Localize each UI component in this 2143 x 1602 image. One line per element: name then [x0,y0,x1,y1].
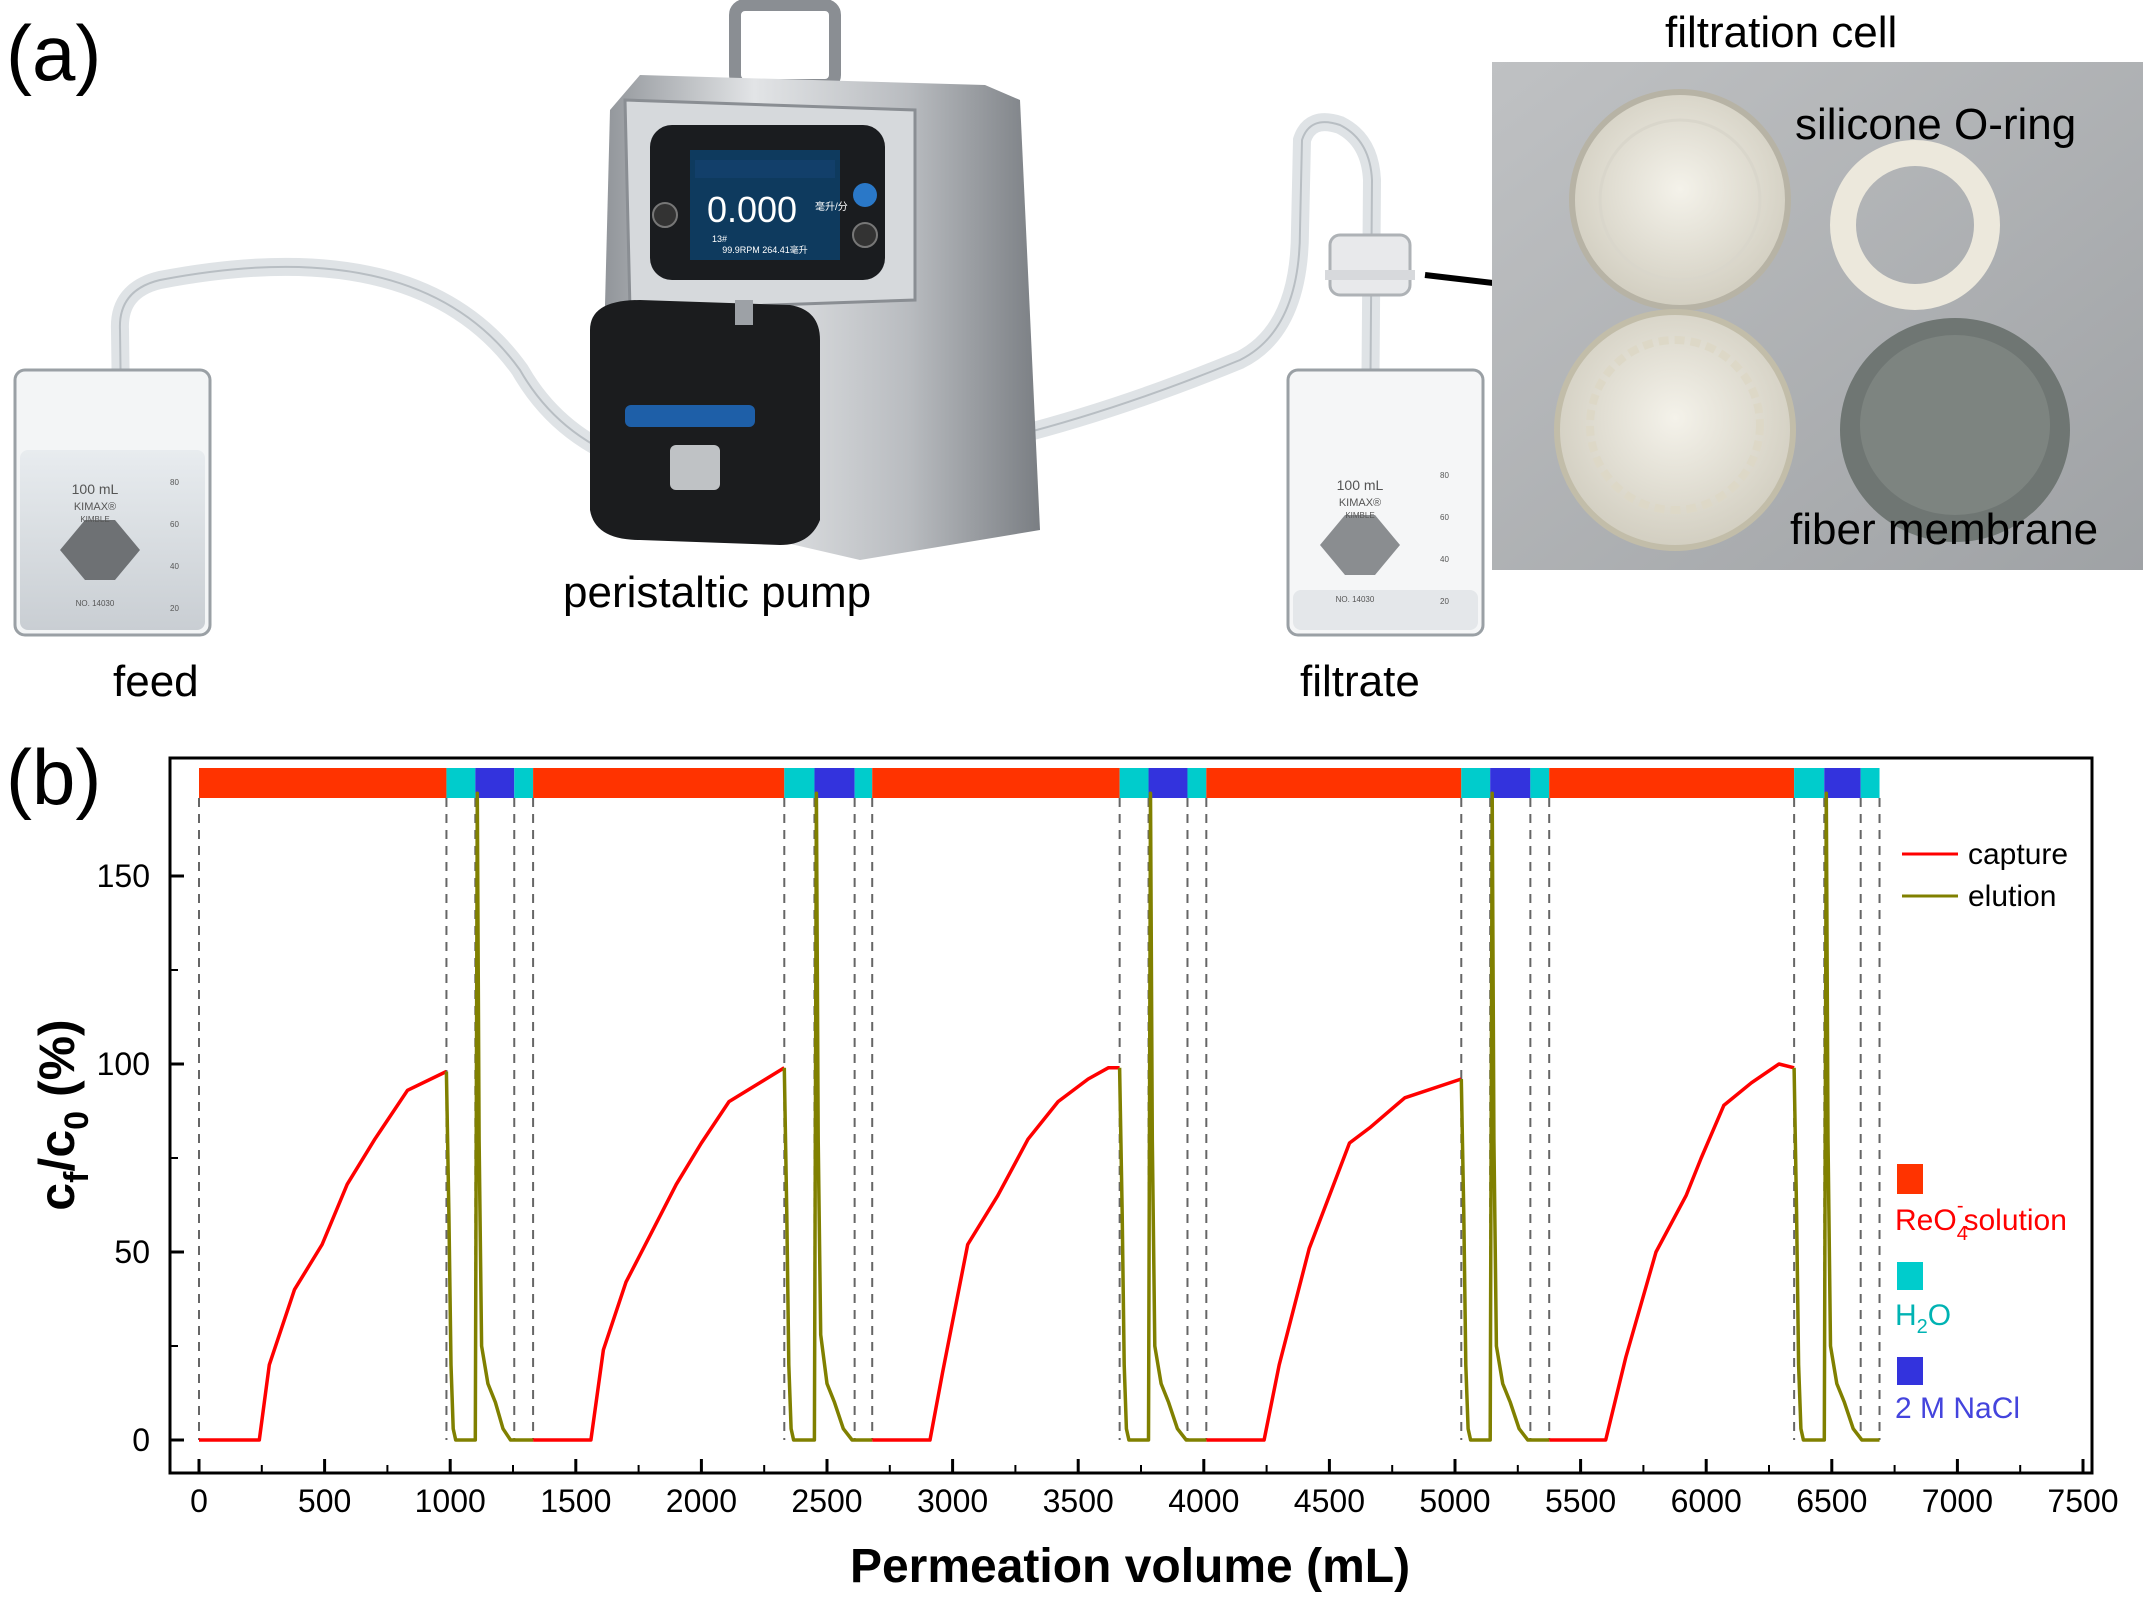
y-tick-label: 0 [132,1422,150,1458]
stage-bar-h2o [1530,768,1550,798]
x-axis-title: Permeation volume (mL) [850,1540,1410,1593]
pump-display-status: 99.9RPM 264.41毫升 [722,244,808,255]
stage-bar-h2o [1187,768,1207,798]
x-tick-label: 5000 [1419,1483,1490,1519]
feed-beaker-brand: KIMAX® [74,501,116,513]
pump-display-unit: 毫升/分 [815,200,848,213]
peristaltic-pump-body [590,0,1040,560]
filtrate-beaker-volume: 100 mL [1337,477,1384,493]
panel-b-label: (b) [6,733,102,821]
stage-bar-h2o [1860,768,1880,798]
filtration-cell-photo [1492,62,2143,570]
feed-beaker-no: NO. 14030 [76,599,115,608]
x-tick-label: 1500 [540,1483,611,1519]
stage-bar-h2o [446,768,476,798]
filtrate-beaker-tick: 80 [1440,471,1449,480]
x-tick-label: 0 [190,1483,208,1519]
x-tick-label: 2500 [791,1483,862,1519]
stage-bar-h2o [514,768,534,798]
breakthrough-chart: 0 500 1000 1500 2000 2500 3000 3500 4000 4500 5000… [29,756,2119,1593]
x-tick-label: 4500 [1294,1483,1365,1519]
filtrate-beaker-tick: 40 [1440,555,1449,564]
stage-bar-h2o [1794,768,1825,798]
y-axis-ticks: 0 50 100 150 [97,858,184,1458]
filtrate-beaker-no: NO. 14030 [1336,595,1375,604]
feed-beaker-tick: 80 [170,478,179,487]
x-tick-label: 7000 [1922,1483,1993,1519]
caption-silicone-oring: silicone O-ring [1795,100,2077,149]
stage-bar-h2o [1119,768,1149,798]
x-tick-label: 5500 [1545,1483,1616,1519]
stage-bar-nacl [1148,768,1188,798]
series-elution [444,791,534,1442]
series-capture [1549,1062,1795,1442]
legend-elution-label: elution [1968,880,2056,913]
stage-bars [199,768,1880,798]
x-axis-ticks: 0 500 1000 1500 2000 2500 3000 3500 4000 4500 5000… [190,1459,2119,1519]
y-tick-label: 100 [97,1046,150,1082]
y-axis-title: cf/c0 (%) [29,1019,96,1210]
series-capture [199,1069,448,1442]
stage-bar-nacl [1490,768,1531,798]
caption-feed: feed [113,657,199,706]
series-elution [782,791,873,1442]
stage-bar-reo4 [1206,768,1462,798]
legend-h2o-swatch [1897,1262,1923,1290]
feed-beaker-tick: 60 [170,520,179,529]
filtrate-beaker-tick: 60 [1440,513,1449,522]
feed-beaker-maker: KIMBLE [80,515,109,524]
filtrate-beaker [1286,368,1485,637]
pump-display-mode: 13# [712,234,727,244]
x-tick-label: 7500 [2047,1483,2118,1519]
y-tick-label: 150 [97,858,150,894]
feed-beaker-volume: 100 mL [72,481,119,497]
stage-bar-reo4 [533,768,785,798]
stage-bar-reo4 [872,768,1120,798]
x-tick-label: 500 [298,1483,351,1519]
stage-bar-nacl [1824,768,1861,798]
filtrate-beaker-tick: 20 [1440,597,1449,606]
caption-fiber-membrane: fiber membrane [1790,505,2099,554]
x-tick-label: 3000 [917,1483,988,1519]
caption-filtrate: filtrate [1300,657,1420,706]
series-elution [1117,791,1207,1442]
legend-reo4-label: ReO4-solution [1895,1195,2067,1245]
x-tick-label: 6000 [1671,1483,1742,1519]
y-tick-label: 50 [114,1234,150,1270]
legend-nacl-swatch [1897,1357,1923,1385]
feed-beaker-tick: 40 [170,562,179,571]
feed-beaker [13,368,212,637]
series-capture [1206,1077,1462,1442]
plot-frame [168,756,2094,1475]
x-tick-label: 4000 [1168,1483,1239,1519]
stage-bar-h2o [854,768,873,798]
pump-display-reading: 0.000 [707,189,797,230]
series-elution [1459,791,1550,1442]
caption-filtration-cell: filtration cell [1665,8,1898,57]
series-lines [199,791,1880,1442]
caption-peristaltic-pump: peristaltic pump [563,568,872,617]
stage-bar-nacl [814,768,855,798]
stage-bar-reo4 [1549,768,1795,798]
series-elution [1792,791,1880,1442]
series-capture [872,1066,1120,1442]
legend-nacl-label: 2 M NaCl [1895,1392,2020,1425]
legend-reo4-swatch [1897,1164,1923,1194]
panel-a-label: (a) [6,9,102,97]
x-tick-label: 2000 [666,1483,737,1519]
stage-bar-h2o [1461,768,1491,798]
apparatus-illustration: 100 mL KIMAX® KIMBLE NO. 14030 80 60 40 … [13,0,2143,637]
x-tick-label: 6500 [1796,1483,1867,1519]
x-tick-label: 3500 [1043,1483,1114,1519]
feed-beaker-tick: 20 [170,604,179,613]
filtrate-beaker-maker: KIMBLE [1345,511,1374,520]
stage-bar-nacl [475,768,515,798]
stage-bar-h2o [784,768,815,798]
x-tick-label: 1000 [415,1483,486,1519]
legend-capture-label: capture [1968,838,2068,871]
stage-bar-reo4 [199,768,447,798]
filtrate-beaker-brand: KIMAX® [1339,497,1381,509]
legend-h2o-label: H2O [1895,1299,1951,1338]
series-capture [533,1066,786,1442]
